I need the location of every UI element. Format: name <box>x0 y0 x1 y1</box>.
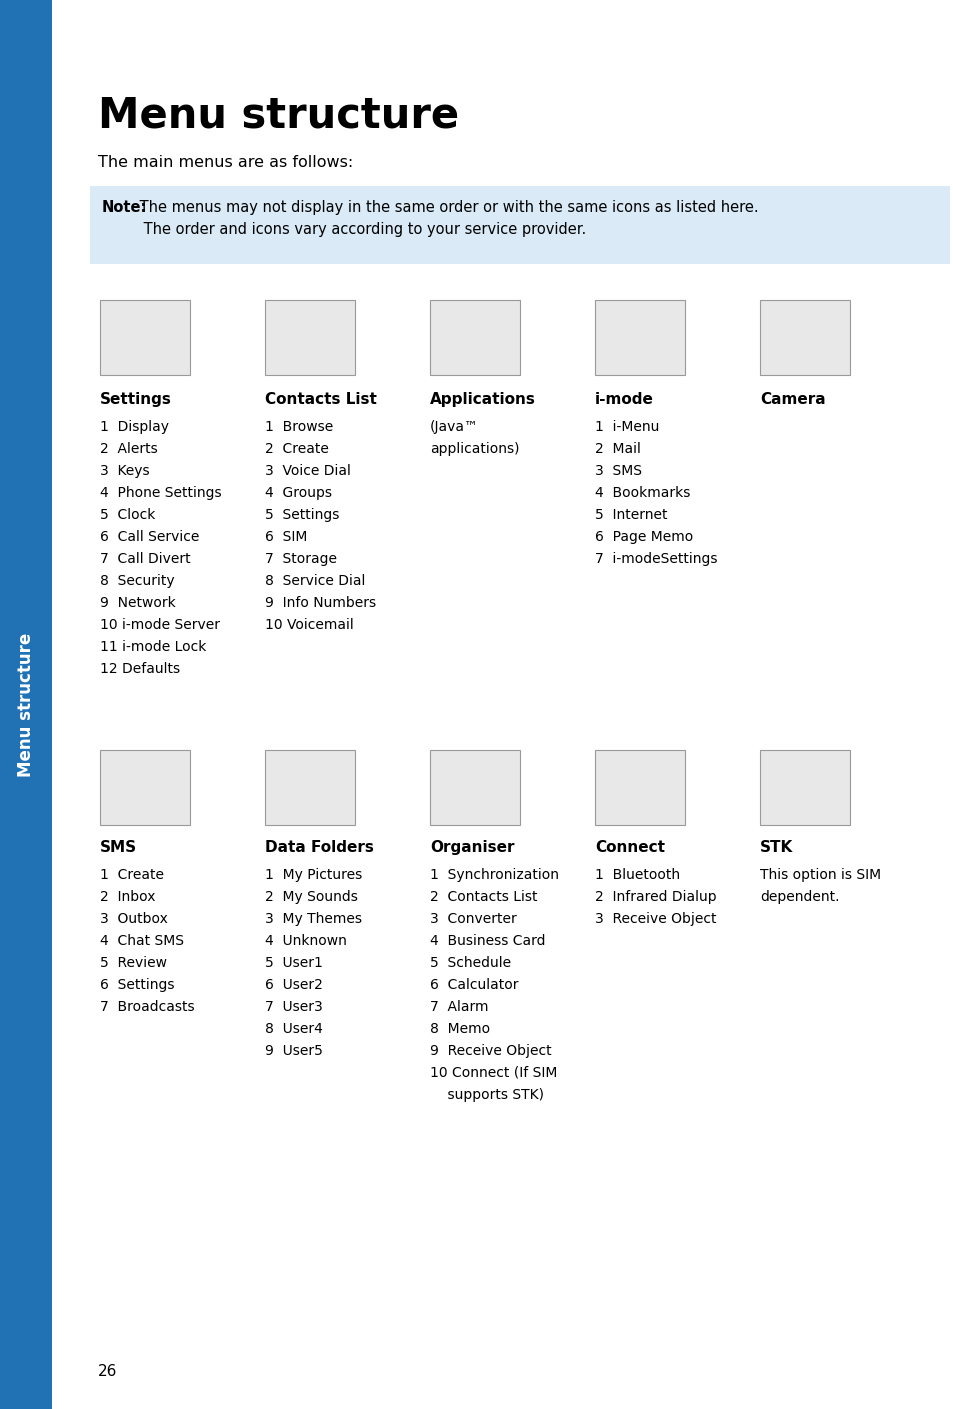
Text: 9  Network: 9 Network <box>100 596 175 610</box>
Text: 4  Chat SMS: 4 Chat SMS <box>100 934 184 948</box>
Bar <box>265 750 355 826</box>
Text: This option is SIM: This option is SIM <box>760 868 881 882</box>
Text: 2  Create: 2 Create <box>265 442 329 457</box>
Text: 10 Connect (If SIM: 10 Connect (If SIM <box>430 1067 557 1081</box>
Text: 3  Converter: 3 Converter <box>430 912 517 926</box>
Text: STK: STK <box>760 840 792 855</box>
Text: 7  User3: 7 User3 <box>265 1000 322 1014</box>
Text: Note:: Note: <box>102 200 147 216</box>
Text: Settings: Settings <box>100 392 172 407</box>
Text: 3  Voice Dial: 3 Voice Dial <box>265 464 351 478</box>
Text: 8  Service Dial: 8 Service Dial <box>265 573 365 588</box>
Text: 6  Page Memo: 6 Page Memo <box>595 530 693 544</box>
Text: 2  Infrared Dialup: 2 Infrared Dialup <box>595 890 716 905</box>
Text: Camera: Camera <box>760 392 824 407</box>
Text: 7  Storage: 7 Storage <box>265 552 336 566</box>
Text: 5  Internet: 5 Internet <box>595 509 667 521</box>
Text: 8  User4: 8 User4 <box>265 1022 322 1036</box>
Text: Applications: Applications <box>430 392 536 407</box>
Text: 1  My Pictures: 1 My Pictures <box>265 868 362 882</box>
Text: 6  User2: 6 User2 <box>265 978 322 992</box>
Text: 8  Security: 8 Security <box>100 573 174 588</box>
Text: Organiser: Organiser <box>430 840 514 855</box>
Text: 7  i-modeSettings: 7 i-modeSettings <box>595 552 717 566</box>
Text: 6  SIM: 6 SIM <box>265 530 307 544</box>
Bar <box>90 186 949 263</box>
Text: 4  Groups: 4 Groups <box>265 486 332 500</box>
Text: 4  Unknown: 4 Unknown <box>265 934 347 948</box>
Text: 10 Voicemail: 10 Voicemail <box>265 619 354 633</box>
Text: The main menus are as follows:: The main menus are as follows: <box>98 155 353 170</box>
Text: applications): applications) <box>430 442 519 457</box>
Text: 3  Outbox: 3 Outbox <box>100 912 168 926</box>
Bar <box>595 300 684 375</box>
Text: 10 i-mode Server: 10 i-mode Server <box>100 619 220 633</box>
Text: The menus may not display in the same order or with the same icons as listed her: The menus may not display in the same or… <box>135 200 758 216</box>
Text: dependent.: dependent. <box>760 890 839 905</box>
Text: Menu structure: Menu structure <box>17 633 35 776</box>
Bar <box>430 750 519 826</box>
Text: SMS: SMS <box>100 840 137 855</box>
Text: 12 Defaults: 12 Defaults <box>100 662 180 676</box>
Text: 6  Settings: 6 Settings <box>100 978 174 992</box>
Bar <box>265 300 355 375</box>
Text: 7  Alarm: 7 Alarm <box>430 1000 488 1014</box>
Text: 1  Synchronization: 1 Synchronization <box>430 868 558 882</box>
Text: 9  User5: 9 User5 <box>265 1044 322 1058</box>
Text: 9  Info Numbers: 9 Info Numbers <box>265 596 375 610</box>
Text: 3  Receive Object: 3 Receive Object <box>595 912 716 926</box>
Text: 1  i-Menu: 1 i-Menu <box>595 420 659 434</box>
Text: 6  Call Service: 6 Call Service <box>100 530 199 544</box>
Text: 2  Inbox: 2 Inbox <box>100 890 155 905</box>
Text: 1  Browse: 1 Browse <box>265 420 333 434</box>
Text: 4  Business Card: 4 Business Card <box>430 934 545 948</box>
Bar <box>430 300 519 375</box>
Text: The order and icons vary according to your service provider.: The order and icons vary according to yo… <box>102 223 586 237</box>
Bar <box>595 750 684 826</box>
Text: 5  Clock: 5 Clock <box>100 509 155 521</box>
Bar <box>100 750 190 826</box>
Text: 26: 26 <box>98 1364 117 1379</box>
Text: 11 i-mode Lock: 11 i-mode Lock <box>100 640 206 654</box>
Text: 5  User1: 5 User1 <box>265 955 322 969</box>
Text: 1  Create: 1 Create <box>100 868 164 882</box>
Text: i-mode: i-mode <box>595 392 653 407</box>
Text: 3  SMS: 3 SMS <box>595 464 641 478</box>
Text: 1  Display: 1 Display <box>100 420 169 434</box>
Bar <box>100 300 190 375</box>
Text: (Java™: (Java™ <box>430 420 478 434</box>
Text: 2  Alerts: 2 Alerts <box>100 442 157 457</box>
Text: 5  Settings: 5 Settings <box>265 509 339 521</box>
Text: supports STK): supports STK) <box>430 1088 543 1102</box>
Text: 7  Call Divert: 7 Call Divert <box>100 552 191 566</box>
Text: 3  Keys: 3 Keys <box>100 464 150 478</box>
Text: 2  Contacts List: 2 Contacts List <box>430 890 537 905</box>
Bar <box>0 0 52 1409</box>
Text: 2  My Sounds: 2 My Sounds <box>265 890 357 905</box>
Text: 6  Calculator: 6 Calculator <box>430 978 518 992</box>
Text: 7  Broadcasts: 7 Broadcasts <box>100 1000 194 1014</box>
Text: Contacts List: Contacts List <box>265 392 376 407</box>
Text: 4  Phone Settings: 4 Phone Settings <box>100 486 221 500</box>
Text: 4  Bookmarks: 4 Bookmarks <box>595 486 690 500</box>
Text: Menu structure: Menu structure <box>98 94 458 137</box>
Text: 3  My Themes: 3 My Themes <box>265 912 361 926</box>
Text: 5  Schedule: 5 Schedule <box>430 955 511 969</box>
Text: 9  Receive Object: 9 Receive Object <box>430 1044 551 1058</box>
Text: 2  Mail: 2 Mail <box>595 442 640 457</box>
Text: 5  Review: 5 Review <box>100 955 167 969</box>
Text: Connect: Connect <box>595 840 664 855</box>
Text: 1  Bluetooth: 1 Bluetooth <box>595 868 679 882</box>
Text: Data Folders: Data Folders <box>265 840 374 855</box>
Text: 8  Memo: 8 Memo <box>430 1022 490 1036</box>
Bar <box>760 300 849 375</box>
Bar <box>760 750 849 826</box>
